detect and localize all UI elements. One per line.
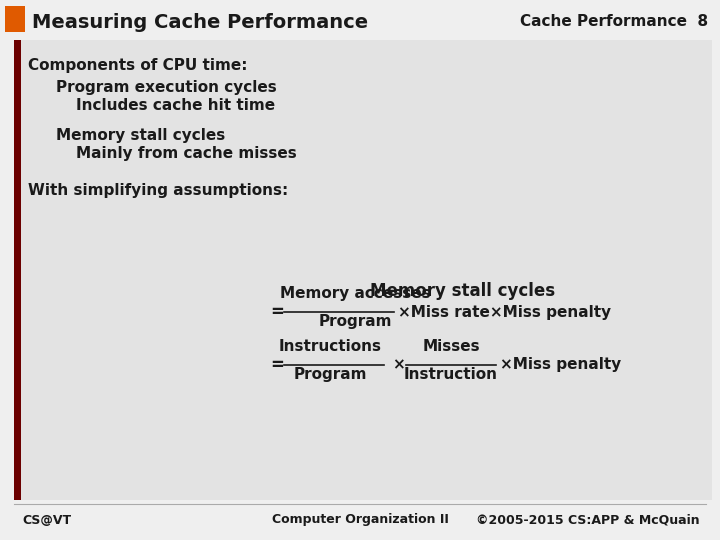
Text: Memory stall cycles: Memory stall cycles [56,128,225,143]
Bar [14,40,712,500]
Text: ©2005-2015 CS:APP & McQuain: ©2005-2015 CS:APP & McQuain [477,514,700,526]
Bar [5,6,25,32]
Text: ×Miss rate×Miss penalty: ×Miss rate×Miss penalty [398,305,611,320]
Text: Memory accesses: Memory accesses [279,286,431,301]
Text: =: = [270,303,284,321]
Text: ×: × [392,357,405,373]
Text: Mainly from cache misses: Mainly from cache misses [76,146,297,161]
Text: Program execution cycles: Program execution cycles [56,80,276,95]
Bar [14,40,21,500]
Text: Cache Performance  8: Cache Performance 8 [520,15,708,30]
Text: Misses: Misses [422,339,480,354]
Text: Instructions: Instructions [279,339,382,354]
Text: Components of CPU time:: Components of CPU time: [28,58,248,73]
Text: CS@VT: CS@VT [22,514,71,526]
Text: =: = [270,356,284,374]
Text: Computer Organization II: Computer Organization II [271,514,449,526]
Text: Program: Program [318,314,392,329]
Text: Includes cache hit time: Includes cache hit time [76,98,275,113]
Text: Measuring Cache Performance: Measuring Cache Performance [32,12,368,31]
Text: Program: Program [293,367,366,382]
Text: With simplifying assumptions:: With simplifying assumptions: [28,183,288,198]
Text: Instruction: Instruction [404,367,498,382]
Text: Memory stall cycles: Memory stall cycles [370,282,555,300]
Text: ×Miss penalty: ×Miss penalty [500,357,621,373]
